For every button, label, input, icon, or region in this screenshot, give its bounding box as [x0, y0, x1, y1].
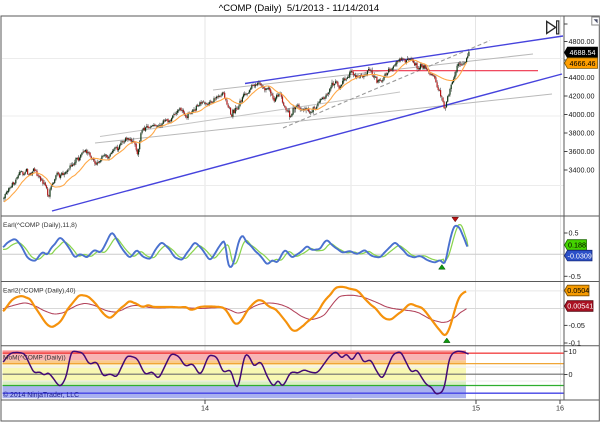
- svg-text:10: 10: [569, 347, 577, 356]
- svg-text:0.5: 0.5: [569, 229, 579, 238]
- svg-text:-0.1: -0.1: [569, 339, 581, 348]
- svg-text:Earl2(^COMP (Daily),40): Earl2(^COMP (Daily),40): [3, 288, 76, 295]
- svg-text:-0.0309: -0.0309: [568, 251, 592, 260]
- svg-text:-0.05: -0.05: [569, 321, 585, 330]
- svg-text:© 2014 NinjaTrader, LLC: © 2014 NinjaTrader, LLC: [3, 391, 79, 399]
- svg-text:0: 0: [569, 370, 573, 379]
- svg-text:4200.00: 4200.00: [569, 92, 595, 101]
- svg-text:3800.00: 3800.00: [569, 129, 595, 138]
- svg-text:4400.00: 4400.00: [569, 73, 595, 82]
- svg-text:4666.46: 4666.46: [570, 59, 596, 68]
- svg-text:MoM(^COMP (Daily)): MoM(^COMP (Daily)): [3, 355, 66, 362]
- svg-text:^COMP (Daily) 5/1/2013 - 11/1: ^COMP (Daily) 5/1/2013 - 11/14/2014: [219, 3, 379, 14]
- svg-text:15: 15: [472, 404, 480, 413]
- svg-text:4800.00: 4800.00: [569, 37, 595, 46]
- svg-text:0.00541: 0.00541: [567, 302, 593, 311]
- svg-text:-0.5: -0.5: [569, 272, 581, 281]
- svg-text:4000.00: 4000.00: [569, 110, 595, 119]
- svg-text:Earl(^COMP (Daily),11,8): Earl(^COMP (Daily),11,8): [3, 222, 77, 229]
- svg-text:0.0504: 0.0504: [567, 286, 589, 295]
- svg-text:4688.54: 4688.54: [570, 48, 596, 57]
- svg-text:3600.00: 3600.00: [569, 147, 595, 156]
- svg-text:0.188: 0.188: [568, 241, 586, 250]
- svg-text:3400.00: 3400.00: [569, 166, 595, 175]
- svg-text:14: 14: [201, 404, 209, 413]
- svg-text:16: 16: [556, 404, 564, 413]
